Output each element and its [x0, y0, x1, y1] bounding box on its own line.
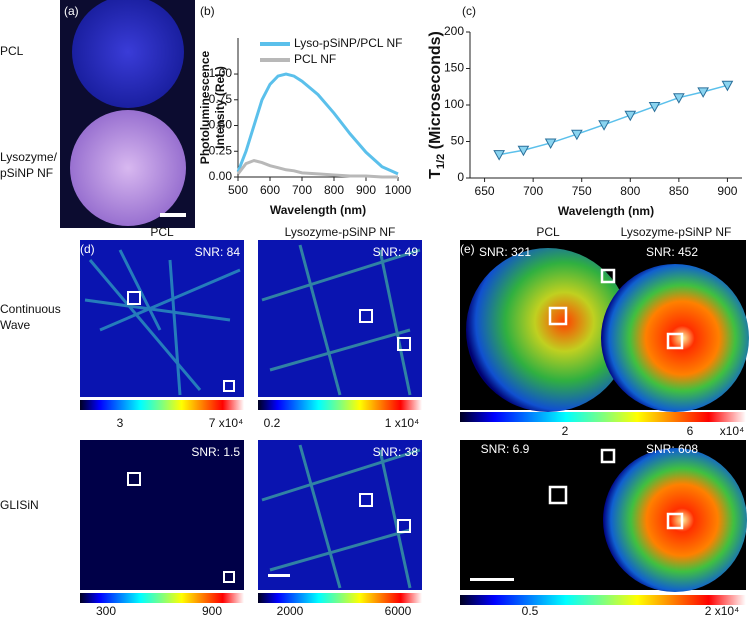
- colorbar-label: 0.2: [264, 416, 281, 430]
- series-line: [236, 72, 399, 176]
- snr-label: SNR: 38: [373, 445, 419, 459]
- scale-bar: [160, 213, 186, 217]
- column-label: PCL: [536, 225, 560, 239]
- y-axis-label: Photoluminescence: [198, 51, 212, 165]
- row-label: Wave: [0, 318, 31, 332]
- snr-label: SNR: 321: [479, 245, 531, 259]
- legend-label: Lyso-pSiNP/PCL NF: [294, 36, 402, 50]
- y-tick-label: 0.50: [209, 118, 233, 132]
- row-label: GLISiN: [0, 498, 39, 512]
- x-tick-label: 500: [228, 183, 248, 197]
- x-axis-label: Wavelength (nm): [270, 203, 366, 217]
- y-axis-label: T1/2 (Microseconds): [427, 31, 447, 179]
- x-tick-label: 650: [475, 184, 495, 198]
- row-label: PCL: [0, 44, 24, 58]
- snr-label: SNR: 6.9: [481, 442, 530, 456]
- y-axis-label: Intensity (Rel.): [213, 66, 227, 149]
- x-tick-label: 600: [260, 183, 280, 197]
- row-label: pSiNP NF: [0, 166, 53, 180]
- marker: [598, 120, 610, 131]
- column-label: PCL: [150, 225, 174, 239]
- colorbar-label: 2000: [277, 604, 304, 618]
- y-tick-label: 0.00: [209, 169, 233, 183]
- marker: [697, 87, 709, 98]
- x-axis-label: Wavelength (nm): [558, 204, 654, 218]
- y-axis-label-part: (Microseconds): [427, 31, 444, 154]
- panel-label: (a): [64, 4, 79, 18]
- panel-label: (b): [200, 4, 215, 18]
- y-tick-label: 0: [457, 170, 464, 184]
- y-tick-label: 200: [444, 24, 464, 38]
- panel-e-images: [460, 240, 749, 605]
- colorbar-label: 900: [202, 604, 222, 618]
- colorbar-label: 2: [562, 424, 569, 438]
- y-axis-label-part: 1/2: [435, 154, 447, 169]
- series-line: [236, 158, 398, 179]
- snr-label: SNR: 49: [373, 245, 419, 259]
- column-label: Lysozyme-pSiNP NF: [285, 225, 396, 239]
- x-tick-label: 700: [523, 184, 543, 198]
- colorbar-label: 6000: [385, 604, 412, 618]
- x-tick-label: 900: [356, 183, 376, 197]
- legend-label: PCL NF: [294, 52, 336, 66]
- x-tick-label: 750: [572, 184, 592, 198]
- y-tick-label: 50: [451, 134, 465, 148]
- series-line: [499, 84, 728, 156]
- colorbar-label: 1 x10⁴: [385, 416, 420, 430]
- y-tick-label: 150: [444, 61, 464, 75]
- panel-label: (c): [462, 4, 476, 18]
- marker: [624, 110, 637, 122]
- x-tick-label: 900: [717, 184, 737, 198]
- colorbar-label: 6: [687, 424, 694, 438]
- colorbar-label: 300: [96, 604, 116, 618]
- y-axis-label-part: T: [427, 169, 444, 179]
- snr-label: SNR: 1.5: [191, 445, 240, 459]
- marker: [571, 129, 583, 141]
- panel-d-images: [80, 240, 422, 603]
- panel-label: (d): [80, 242, 95, 256]
- marker: [493, 150, 505, 161]
- x-tick-label: 700: [292, 183, 312, 197]
- snr-label: SNR: 84: [195, 245, 241, 259]
- y-tick-label: 1.00: [209, 66, 233, 80]
- y-tick-label: 100: [444, 97, 464, 111]
- colorbar-label: 2 x10⁴: [705, 604, 740, 618]
- colorbar-label: 7 x10⁴: [209, 416, 244, 430]
- colorbar-label: x10⁴: [720, 424, 745, 438]
- snr-label: SNR: 452: [646, 245, 698, 259]
- column-label: Lysozyme-pSiNP NF: [621, 225, 732, 239]
- row-label: Lysozyme/: [0, 150, 58, 164]
- marker: [517, 145, 530, 157]
- x-tick-label: 800: [620, 184, 640, 198]
- y-tick-label: 0.75: [209, 92, 233, 106]
- y-tick-label: 0.25: [209, 143, 233, 157]
- colorbar-label: 3: [117, 416, 124, 430]
- snr-label: SNR: 608: [646, 442, 698, 456]
- marker: [648, 101, 661, 113]
- marker: [673, 93, 685, 104]
- x-tick-label: 1000: [385, 183, 412, 197]
- colorbar-label: 0.5: [522, 604, 539, 618]
- x-tick-label: 850: [669, 184, 689, 198]
- x-tick-label: 800: [324, 183, 344, 197]
- lysozyme-disk: [70, 110, 186, 226]
- row-label: Continuous: [0, 302, 61, 316]
- marker: [544, 138, 557, 149]
- pcl-disk: [72, 0, 184, 108]
- marker: [721, 80, 734, 92]
- panel-label: (e): [460, 242, 475, 256]
